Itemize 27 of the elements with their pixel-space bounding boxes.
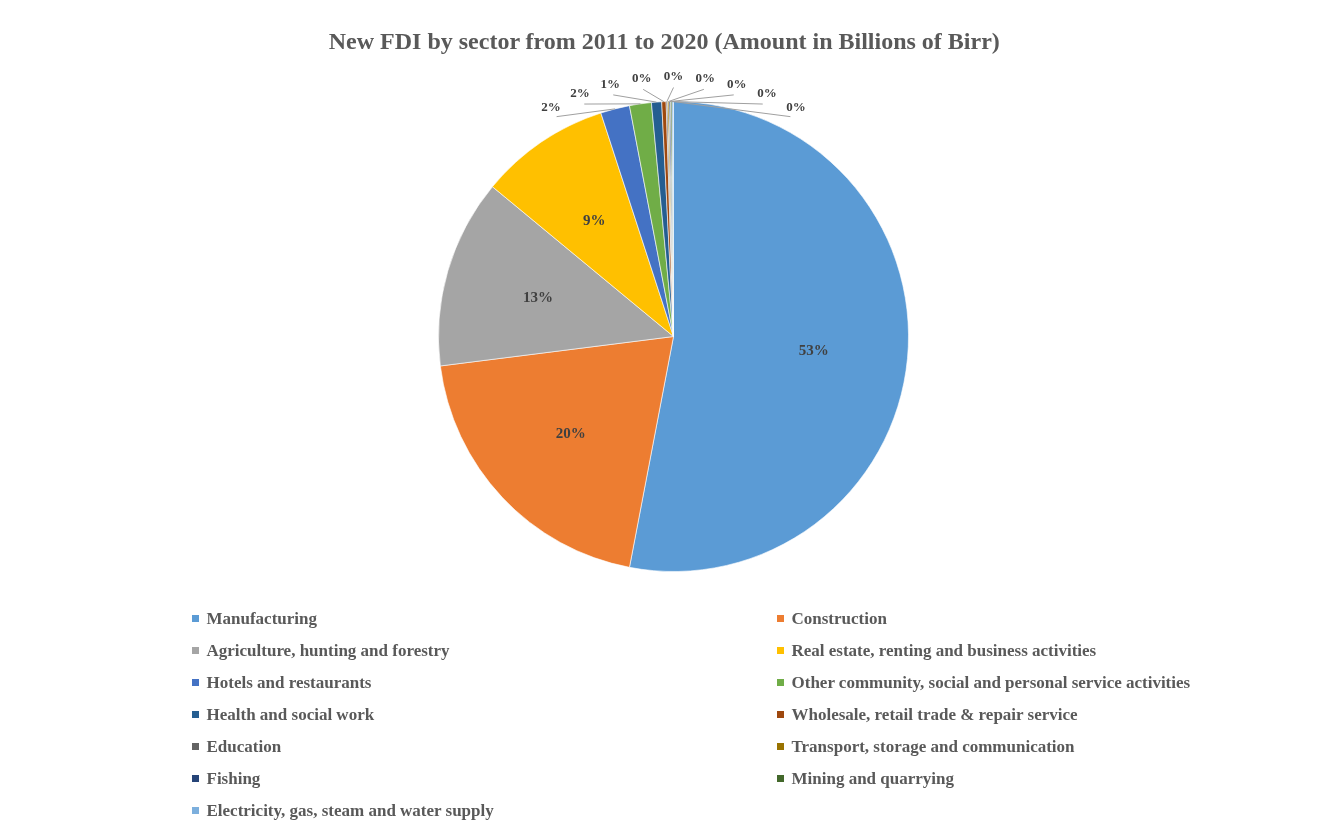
data-label: 0% <box>726 75 747 91</box>
chart-title: New FDI by sector from 2011 to 2020 (Amount in Billions of Birr) <box>328 27 1000 54</box>
legend-label: Real estate, renting and business activities <box>791 641 1097 660</box>
data-label: 0% <box>757 85 777 101</box>
data-label: 2% <box>570 85 590 101</box>
data-label: 9% <box>583 211 606 228</box>
data-label: 2% <box>541 98 561 114</box>
data-label: 1% <box>600 75 621 91</box>
legend-label: Education <box>206 737 282 756</box>
data-label: 53% <box>798 341 829 358</box>
data-label: 13% <box>523 289 554 306</box>
data-label: 20% <box>555 425 586 442</box>
legend-label: Other community, social and personal service activities <box>791 673 1191 692</box>
legend-label: Fishing <box>206 769 261 788</box>
data-label: 0% <box>631 69 652 85</box>
legend-label: Transport, storage and communication <box>791 737 1076 756</box>
legend-label: Manufacturing <box>206 609 318 628</box>
legend-label: Agriculture, hunting and forestry <box>206 641 451 660</box>
legend-label: Hotels and restaurants <box>206 673 372 692</box>
legend-label: Construction <box>791 609 888 628</box>
data-label: 0% <box>663 68 684 83</box>
legend-label: Electricity, gas, steam and water supply <box>206 801 495 820</box>
data-label: 0% <box>786 98 806 114</box>
legend-label: Health and social work <box>206 705 375 724</box>
legend-label: Mining and quarrying <box>791 769 955 788</box>
legend-label: Wholesale, retail trade & repair service <box>791 705 1079 724</box>
data-label: 0% <box>695 69 716 85</box>
